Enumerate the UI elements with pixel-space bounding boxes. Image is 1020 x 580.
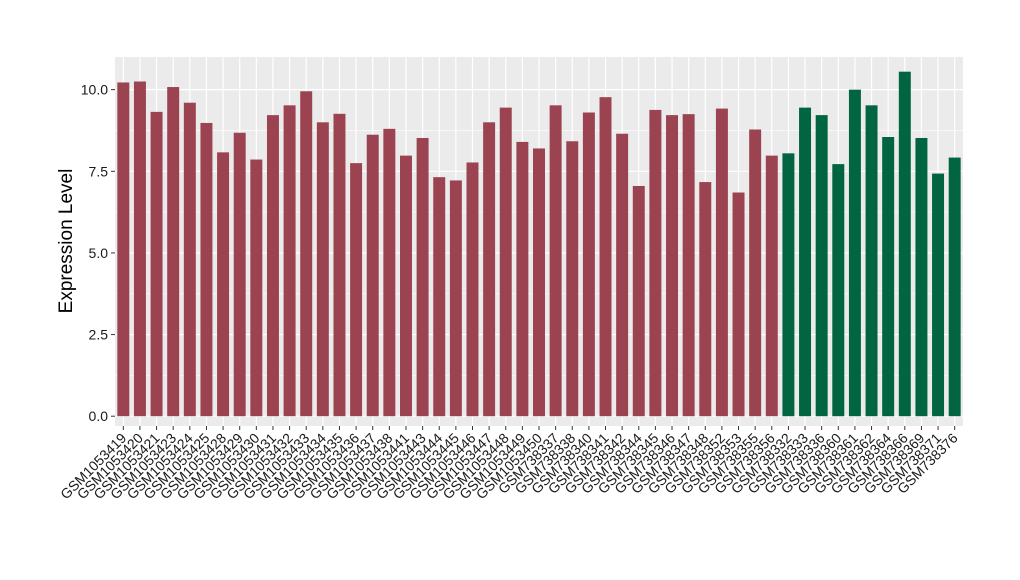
bar-GSM1053433 [300, 91, 313, 417]
bar-GSM738353 [732, 192, 745, 417]
bar-GSM1053447 [483, 122, 496, 417]
y-axis-title: Expression Level [56, 169, 77, 314]
bar-GSM1053449 [516, 141, 529, 417]
bar-GSM1053419 [117, 82, 130, 417]
bar-GSM1053437 [366, 134, 379, 417]
bar-GSM738366 [898, 71, 911, 417]
bar-GSM1053444 [433, 177, 446, 417]
bar-GSM1053436 [350, 163, 363, 417]
bar-GSM1053448 [499, 107, 512, 417]
bar-GSM1053435 [333, 113, 346, 417]
bar-GSM1053425 [200, 122, 213, 417]
y-tick-label: 0.0 [89, 408, 109, 424]
bar-GSM1053428 [217, 152, 230, 417]
bar-GSM1053429 [233, 132, 246, 417]
bar-GSM738340 [582, 112, 595, 417]
bar-GSM1053424 [183, 102, 196, 417]
bar-GSM1053432 [283, 105, 296, 417]
bar-GSM1053438 [383, 128, 396, 417]
y-tick-label: 2.5 [89, 327, 109, 343]
bar-GSM738355 [749, 129, 762, 417]
bar-GSM738371 [932, 173, 945, 417]
bar-GSM738352 [715, 108, 728, 417]
y-axis: 0.0 2.5 5.0 7.5 10.0 [81, 82, 115, 424]
bar-GSM738376 [948, 157, 961, 417]
bar-GSM738347 [682, 114, 695, 417]
bar-GSM738336 [815, 115, 828, 417]
bar-GSM1053450 [533, 148, 545, 417]
bar-GSM738341 [599, 97, 612, 417]
bar-GSM738333 [799, 107, 812, 417]
bar-GSM1053434 [316, 122, 329, 417]
bar-GSM1053443 [416, 137, 429, 417]
bar-GSM738345 [649, 109, 662, 417]
bar-GSM1053431 [266, 115, 279, 417]
bar-GSM738337 [549, 105, 562, 417]
bar-GSM738369 [915, 137, 928, 417]
y-tick-label: 7.5 [89, 163, 109, 179]
bar-GSM1053423 [167, 87, 180, 417]
bar-GSM1053445 [449, 180, 462, 417]
bar-GSM738332 [782, 153, 795, 417]
bar-GSM1053430 [250, 159, 263, 417]
bar-GSM738346 [666, 115, 679, 417]
bar-GSM738356 [765, 155, 778, 417]
bar-GSM738342 [616, 133, 629, 417]
x-axis: GSM1053419GSM1053420GSM1053421GSM1053423… [57, 426, 961, 502]
bar-GSM738364 [882, 137, 895, 417]
bar-GSM738348 [699, 182, 712, 417]
bar-GSM738361 [848, 89, 861, 417]
bar-GSM738362 [865, 105, 878, 417]
bars [117, 71, 961, 417]
bar-GSM738338 [566, 141, 579, 417]
bar-GSM738360 [832, 164, 845, 417]
y-tick-label: 10.0 [81, 82, 108, 98]
bar-GSM1053421 [150, 111, 163, 417]
bar-GSM738344 [632, 185, 645, 417]
y-tick-label: 5.0 [89, 245, 109, 261]
bar-GSM1053446 [466, 162, 479, 417]
bar-GSM1053441 [399, 155, 412, 417]
bar-GSM1053420 [133, 81, 146, 417]
